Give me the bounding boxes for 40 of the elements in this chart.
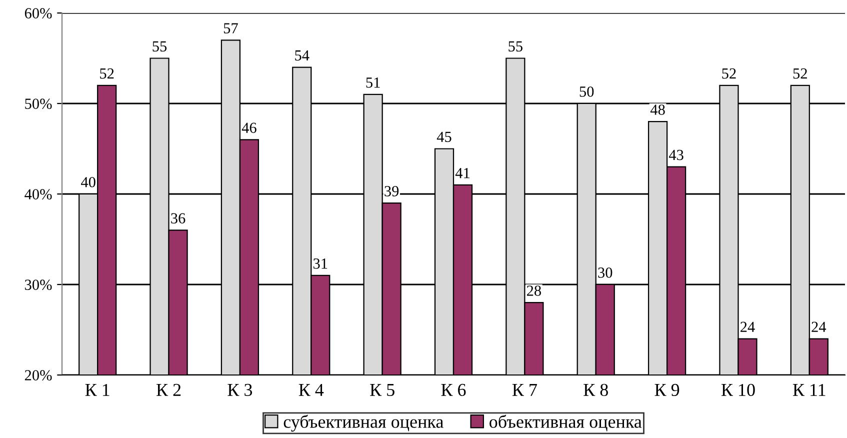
x-tick-label: К 6 bbox=[441, 384, 466, 396]
data-label: 51 bbox=[366, 77, 380, 88]
x-tick-label: К 10 bbox=[721, 384, 755, 396]
data-label: 55 bbox=[508, 41, 522, 52]
data-label: 48 bbox=[650, 104, 665, 115]
data-label: 39 bbox=[384, 186, 399, 196]
y-tick-label: 20% bbox=[24, 370, 52, 380]
data-label: 28 bbox=[526, 286, 541, 296]
y-tick-label: 50% bbox=[25, 98, 52, 109]
x-tick-label: К 8 bbox=[584, 384, 608, 396]
x-tick-label: К 11 bbox=[792, 384, 826, 396]
y-tick-label: 30% bbox=[25, 280, 52, 290]
x-tick-label: К 3 bbox=[228, 384, 252, 396]
data-label: 57 bbox=[224, 23, 238, 34]
data-label: 52 bbox=[100, 68, 114, 79]
x-tick-label: К 9 bbox=[654, 384, 680, 396]
x-tick-label: К 2 bbox=[156, 384, 181, 396]
x-tick-label: К 1 bbox=[85, 384, 110, 396]
data-label: 50 bbox=[580, 86, 594, 97]
y-tick-label: 40% bbox=[24, 189, 52, 200]
data-label: 46 bbox=[242, 122, 256, 133]
x-tick-label: К 5 bbox=[370, 384, 394, 396]
data-label: 52 bbox=[793, 68, 807, 79]
data-label: 30 bbox=[598, 267, 612, 278]
data-label: 40 bbox=[80, 176, 96, 188]
data-label: 31 bbox=[313, 258, 328, 269]
y-tick-label: 60% bbox=[24, 8, 52, 18]
data-label: 41 bbox=[455, 168, 470, 178]
data-label: 54 bbox=[295, 50, 310, 61]
legend-label: субъективная оценка bbox=[284, 414, 444, 432]
data-label: 36 bbox=[171, 213, 186, 224]
x-tick-label: К 4 bbox=[298, 384, 324, 396]
x-tick-label: К 7 bbox=[512, 384, 537, 396]
legend-label: объективная оценка bbox=[490, 414, 642, 432]
data-label: 43 bbox=[668, 150, 684, 160]
data-label: 24 bbox=[740, 322, 755, 332]
data-label: 55 bbox=[152, 41, 167, 52]
data-label: 24 bbox=[812, 322, 826, 332]
data-label: 52 bbox=[722, 68, 736, 79]
data-label: 45 bbox=[436, 132, 452, 142]
